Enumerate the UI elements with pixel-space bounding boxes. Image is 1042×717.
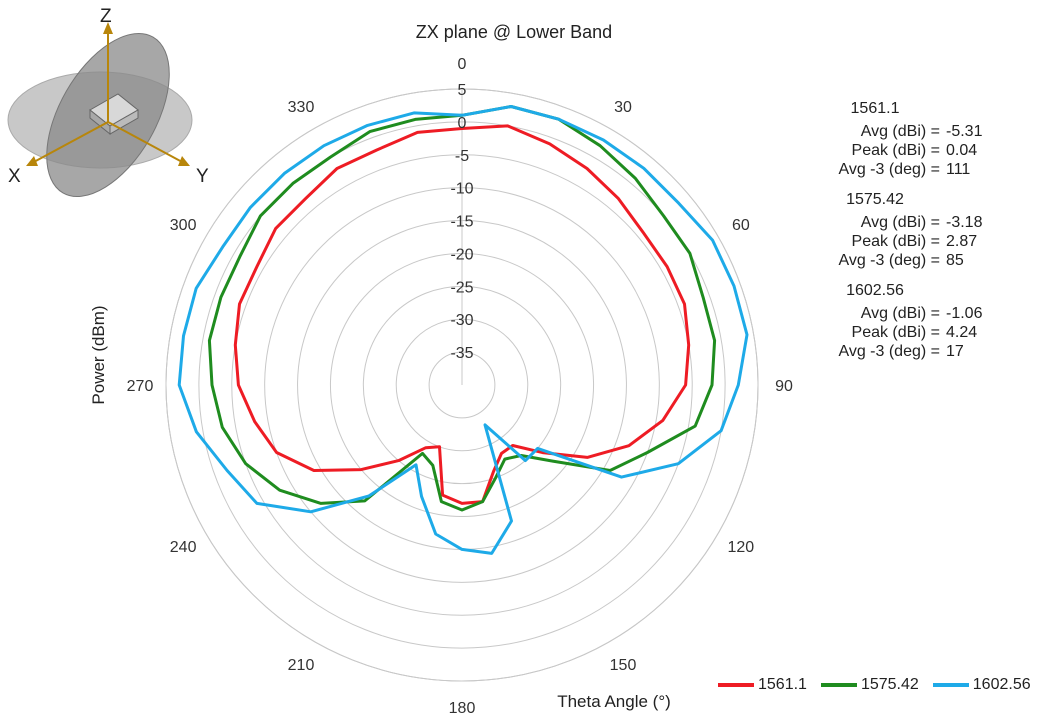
chart-title: ZX plane @ Lower Band <box>416 22 612 42</box>
angle-tick-label: 120 <box>728 539 755 556</box>
stats-label: Avg (dBi) = <box>860 214 940 231</box>
radial-tick-label: 5 <box>458 82 467 99</box>
angle-tick-label: 300 <box>170 217 197 234</box>
legend-label: 1575.42 <box>860 676 919 693</box>
y-axis-label: Y <box>196 166 209 187</box>
x-axis-label: X <box>8 166 21 187</box>
coordinate-axes-icon: Z X Y <box>7 6 209 198</box>
z-axis-label: Z <box>100 6 112 27</box>
radial-tick-label: -10 <box>450 181 473 198</box>
stats-label: Avg -3 (deg) = <box>838 161 940 178</box>
legend: 1561.1 1575.42 1602.56 <box>718 676 1031 694</box>
stats-value: -3.18 <box>946 214 983 231</box>
stats-row: Avg -3 (deg) = 17 <box>800 342 1020 361</box>
labels-layer: 5 0 -5 -10 -15 -20 -25 -30 -35 0 30 60 90 120 150 180 21… <box>127 56 793 717</box>
angle-tick-label: 30 <box>614 99 632 116</box>
angle-tick-label: 150 <box>610 657 637 674</box>
angle-tick-label: 90 <box>775 378 793 395</box>
stats-value: 2.87 <box>946 233 978 250</box>
series-layer <box>177 105 749 555</box>
stats-value: 0.04 <box>946 142 978 159</box>
stats-value: 85 <box>946 252 964 269</box>
polar-grid <box>165 88 759 682</box>
stats-label: Avg (dBi) = <box>860 123 940 140</box>
stats-value: -5.31 <box>946 123 983 140</box>
stats-value: -1.06 <box>946 305 983 322</box>
angle-tick-label: 60 <box>732 217 750 234</box>
stats-value: 111 <box>946 161 971 178</box>
stats-row: Avg -3 (deg) = 85 <box>800 251 1020 270</box>
legend-swatch <box>932 683 969 687</box>
radial-tick-label: 0 <box>458 115 467 132</box>
angle-tick-label: 180 <box>449 700 476 717</box>
stats-row: Avg (dBi) = -1.06 <box>800 304 1020 323</box>
radial-tick-label: -35 <box>450 345 473 362</box>
stats-label: Peak (dBi) = <box>851 233 940 250</box>
radial-tick-label: -30 <box>450 312 473 329</box>
stats-panel: 1561.1 Avg (dBi) = -5.31 Peak (dBi) = 0.04 Av… <box>800 100 1020 373</box>
stats-label: Avg (dBi) = <box>860 305 940 322</box>
angle-tick-label: 240 <box>170 539 197 556</box>
legend-item: 1602.56 <box>932 676 1031 694</box>
angle-tick-label: 0 <box>458 56 467 73</box>
series-line-1575.42 <box>207 105 717 512</box>
stats-group-title: 1561.1 <box>850 100 900 117</box>
stats-label: Peak (dBi) = <box>851 324 940 341</box>
legend-swatch <box>718 683 754 687</box>
radial-axis-title: Power (dBm) <box>89 305 108 404</box>
stats-row: Avg (dBi) = -3.18 <box>800 213 1020 232</box>
y-axis-line <box>107 121 185 164</box>
angular-axis-title: Theta Angle (°) <box>557 692 671 711</box>
stats-label: Peak (dBi) = <box>851 142 940 159</box>
stats-label: Avg -3 (deg) = <box>838 252 940 269</box>
legend-item: 1575.42 <box>820 676 919 694</box>
stats-group-title: 1575.42 <box>846 191 904 208</box>
radial-tick-label: -25 <box>450 279 473 296</box>
series-line-1602.56 <box>177 105 749 555</box>
series-line-1561.1 <box>233 124 691 505</box>
stats-group-title: 1602.56 <box>846 282 904 299</box>
legend-label: 1561.1 <box>758 676 807 693</box>
angle-tick-label: 330 <box>288 99 315 116</box>
stats-row: Peak (dBi) = 4.24 <box>800 323 1020 342</box>
stats-row: Avg (dBi) = -5.31 <box>800 122 1020 141</box>
stats-row: Peak (dBi) = 0.04 <box>800 141 1020 160</box>
legend-item: 1561.1 <box>718 676 807 694</box>
radial-tick-label: -20 <box>450 246 473 263</box>
stats-value: 17 <box>946 343 964 360</box>
stats-value: 4.24 <box>946 324 978 341</box>
angle-tick-label: 210 <box>288 657 315 674</box>
radial-tick-label: -15 <box>450 214 473 231</box>
stats-label: Avg -3 (deg) = <box>838 343 940 360</box>
legend-label: 1602.56 <box>972 676 1031 693</box>
x-axis-line <box>31 121 109 164</box>
angle-tick-label: 270 <box>127 378 154 395</box>
stats-row: Peak (dBi) = 2.87 <box>800 232 1020 251</box>
stats-group: 1561.1 Avg (dBi) = -5.31 Peak (dBi) = 0.04 Av… <box>800 100 1020 179</box>
stats-row: Avg -3 (deg) = 111 <box>800 160 1020 179</box>
radial-tick-label: -5 <box>455 148 469 165</box>
legend-swatch <box>820 683 857 687</box>
stats-group: 1575.42 Avg (dBi) = -3.18 Peak (dBi) = 2.87 A… <box>800 191 1020 270</box>
stats-group: 1602.56 Avg (dBi) = -1.06 Peak (dBi) = 4.24 A… <box>800 282 1020 361</box>
